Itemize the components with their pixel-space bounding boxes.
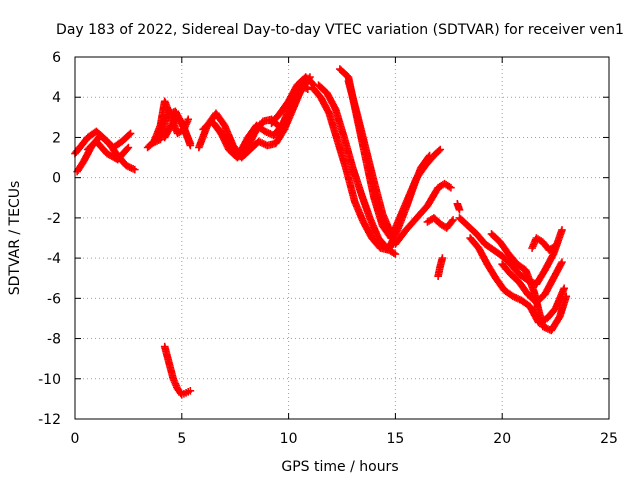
y-tick-label: -2 bbox=[47, 211, 61, 227]
x-tick-label: 25 bbox=[600, 431, 618, 447]
data-point bbox=[438, 254, 447, 262]
x-axis-label: GPS time / hours bbox=[281, 459, 398, 475]
data-point bbox=[425, 151, 434, 160]
x-tick-label: 20 bbox=[493, 431, 511, 447]
grid-layer bbox=[75, 57, 609, 419]
data-point bbox=[558, 226, 566, 234]
y-tick-label: 2 bbox=[52, 130, 61, 146]
data-point bbox=[449, 216, 457, 224]
x-tick-label: 10 bbox=[280, 431, 298, 447]
data-point bbox=[562, 292, 571, 301]
data-point bbox=[558, 258, 566, 266]
data-point bbox=[131, 165, 139, 174]
data-point bbox=[447, 183, 455, 192]
x-tick-label: 0 bbox=[71, 431, 80, 447]
y-tick-label: 6 bbox=[52, 50, 61, 66]
chart-title: Day 183 of 2022, Sidereal Day-to-day VTE… bbox=[56, 22, 624, 38]
tick-layer bbox=[74, 56, 610, 420]
data-point bbox=[186, 141, 195, 150]
y-tick-label: -8 bbox=[47, 332, 61, 348]
y-tick-label: -4 bbox=[47, 251, 61, 267]
data-point bbox=[551, 242, 560, 250]
plot-frame bbox=[74, 56, 610, 420]
data-point bbox=[436, 145, 445, 154]
data-point bbox=[124, 143, 133, 152]
x-tick-labels: 0 5 10 15 20 25 bbox=[71, 431, 618, 447]
y-axis-label: SDTVAR / TECUs bbox=[7, 181, 23, 296]
y-tick-label: -10 bbox=[38, 372, 61, 388]
data-point bbox=[455, 206, 464, 214]
x-tick-label: 5 bbox=[177, 431, 186, 447]
data-point bbox=[184, 115, 193, 124]
data-points-layer bbox=[71, 65, 571, 399]
x-tick-label: 15 bbox=[386, 431, 404, 447]
y-tick-label: -6 bbox=[47, 291, 61, 307]
y-tick-label: 0 bbox=[52, 171, 61, 187]
data-point bbox=[560, 284, 568, 293]
data-point bbox=[391, 250, 400, 258]
y-tick-labels: -12 -10 -8 -6 -4 -2 0 2 4 6 bbox=[38, 50, 61, 428]
y-tick-label: 4 bbox=[52, 90, 61, 106]
y-tick-label: -12 bbox=[38, 412, 61, 428]
data-point bbox=[186, 387, 195, 395]
data-point bbox=[126, 129, 135, 138]
